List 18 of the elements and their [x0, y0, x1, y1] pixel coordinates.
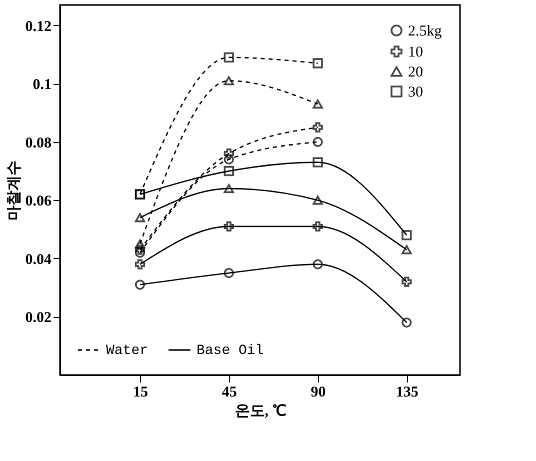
y-tick-label: 0.06: [25, 194, 52, 210]
legend-label: 30: [408, 84, 423, 100]
x-tick-label: 90: [310, 384, 326, 400]
legend-label: 10: [408, 44, 423, 60]
x-tick-label: 45: [222, 384, 237, 400]
y-tick-label: 0.12: [25, 18, 52, 35]
annotation: Water: [106, 343, 148, 359]
legend-label: 2.5kg: [408, 24, 442, 40]
x-axis-title: 온도, ℃: [234, 404, 286, 420]
x-tick-label: 15: [133, 384, 148, 400]
y-tick-label: 0.1: [32, 77, 52, 94]
annotation: Base Oil: [196, 343, 264, 359]
legend-label: 20: [408, 64, 423, 80]
x-tick-label: 135: [396, 384, 418, 400]
y-axis-title: 마찰계수: [6, 160, 22, 220]
y-tick-label: 0.04: [25, 252, 52, 268]
y-tick-label: 0.02: [25, 310, 52, 326]
y-tick-label: 0.08: [25, 135, 52, 152]
